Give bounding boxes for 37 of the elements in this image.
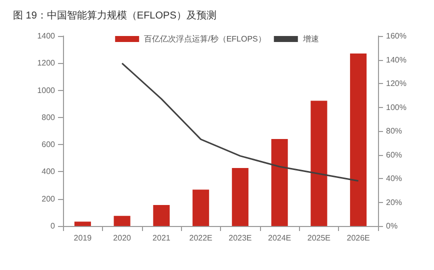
- bar: [74, 222, 91, 226]
- y2-tick-label: 80%: [386, 126, 402, 136]
- y-tick-label: 1400: [37, 32, 56, 40]
- y-tick-label: 400: [42, 167, 56, 176]
- x-tick-label: 2024E: [268, 234, 292, 242]
- bar: [350, 54, 367, 226]
- bar: [192, 190, 210, 226]
- x-tick-label: 2021: [152, 234, 171, 242]
- chart-title: 图 19：中国智能算力规模（EFLOPS）及预测: [13, 10, 216, 22]
- y2-tick-label: 40%: [386, 174, 402, 183]
- y2-tick-label: 20%: [386, 198, 402, 207]
- y-tick-label: 600: [42, 140, 56, 150]
- y2-tick-label: 0%: [386, 222, 398, 230]
- bar: [232, 168, 248, 226]
- y-tick-label: 200: [42, 194, 56, 204]
- legend-label: 增速: [302, 34, 319, 44]
- y-tick-label: 800: [42, 112, 56, 122]
- legend-label: 百亿亿次浮点运算/秒（EFLOPS）: [144, 34, 266, 44]
- bar: [114, 216, 130, 226]
- x-tick-label: 2022E: [189, 234, 212, 242]
- x-tick-label: 2019: [74, 234, 92, 242]
- x-tick-label: 2026E: [346, 234, 370, 242]
- bar: [310, 100, 328, 226]
- x-tick-label: 2025E: [307, 234, 331, 242]
- y-tick-label: 0: [50, 222, 56, 230]
- x-tick-label: 2023E: [228, 234, 252, 242]
- line-series: [121, 62, 360, 182]
- y2-tick-label: 100%: [386, 102, 406, 112]
- y-tick-label: 1200: [37, 58, 56, 68]
- bar: [153, 204, 170, 226]
- bar: [271, 139, 288, 226]
- y2-tick-label: 140%: [386, 55, 406, 64]
- x-tick-label: 2020: [113, 234, 132, 242]
- y2-tick-label: 60%: [386, 150, 402, 160]
- y2-tick-label: 160%: [386, 32, 406, 40]
- y2-tick-label: 120%: [386, 79, 406, 88]
- y-tick-label: 1000: [37, 86, 56, 95]
